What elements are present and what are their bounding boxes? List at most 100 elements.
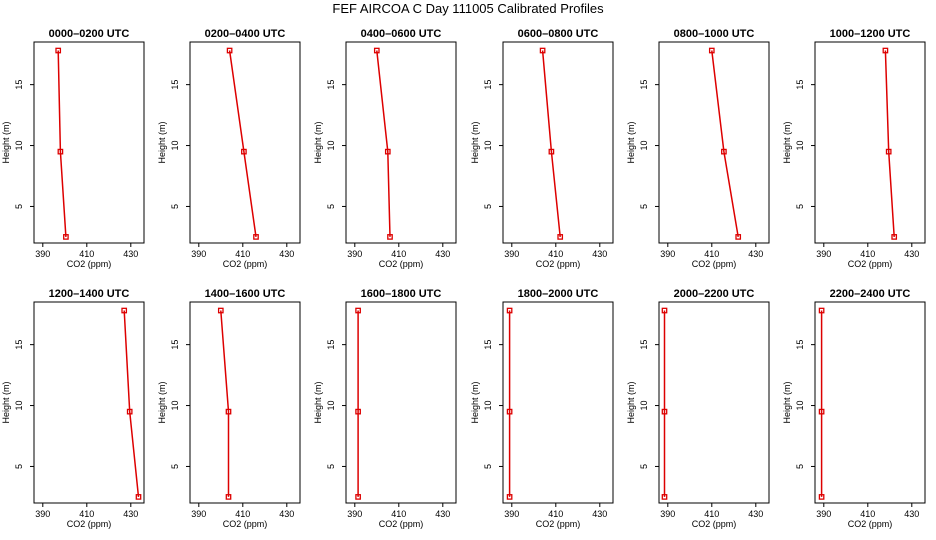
y-axis-label: Height (m): [1, 381, 11, 423]
y-tick-label: 5: [14, 464, 24, 469]
profile-point: [355, 494, 361, 500]
x-tick-label: 390: [816, 249, 831, 259]
y-tick-label: 15: [326, 340, 336, 350]
panel-title: 2200–2400 UTC: [830, 288, 911, 300]
profile-panel: 2200–2400 UTC 390 410 430 5 10 15 CO2 (ppm) Heig…: [782, 288, 926, 529]
panel-grid: 0000–0200 UTC 390 410 430 5 10 15 CO2 (ppm) Heig…: [1, 28, 926, 529]
x-tick-label: 390: [35, 249, 50, 259]
profile-line: [228, 50, 257, 238]
y-tick-label: 5: [483, 464, 493, 469]
y-tick-label: 5: [170, 464, 180, 469]
x-tick-label: 390: [347, 249, 362, 259]
x-tick-label: 430: [279, 509, 294, 519]
x-axis-label: CO2 (ppm): [379, 519, 424, 529]
profile-panel: 0000–0200 UTC 390 410 430 5 10 15 CO2 (ppm) Heig…: [1, 28, 145, 269]
x-tick-label: 390: [504, 509, 519, 519]
x-tick-label: 390: [347, 509, 362, 519]
y-tick-label: 15: [170, 80, 180, 90]
y-tick-label: 15: [14, 80, 24, 90]
y-tick-label: 5: [483, 204, 493, 209]
profile-point: [661, 494, 668, 500]
y-tick-label: 15: [483, 340, 493, 350]
plot-frame: [33, 41, 145, 244]
profile-line: [57, 50, 67, 237]
y-tick-label: 10: [639, 141, 649, 151]
y-tick-label: 10: [170, 401, 180, 411]
x-tick-label: 390: [35, 509, 50, 519]
y-tick-label: 5: [639, 464, 649, 469]
x-tick-label: 390: [504, 249, 519, 259]
y-tick-label: 5: [795, 204, 805, 209]
x-axis-label: CO2 (ppm): [223, 519, 268, 529]
y-axis-label: Height (m): [157, 121, 167, 163]
panel-title: 1200–1400 UTC: [49, 288, 130, 300]
profile-point: [506, 307, 513, 314]
profile-point: [384, 148, 391, 155]
y-tick-label: 10: [483, 141, 493, 151]
y-tick-label: 15: [170, 340, 180, 350]
y-tick-label: 5: [14, 204, 24, 209]
y-tick-label: 15: [639, 340, 649, 350]
plot-frame: [814, 301, 926, 504]
profile-point: [55, 47, 62, 54]
panel-title: 1600–1800 UTC: [361, 288, 442, 300]
plot-frame: [189, 301, 301, 504]
profile-point: [818, 307, 825, 314]
profile-point: [882, 47, 889, 54]
x-tick-label: 410: [704, 249, 719, 259]
x-tick-label: 390: [191, 509, 206, 519]
profile-line: [711, 50, 739, 238]
x-axis-label: CO2 (ppm): [692, 519, 737, 529]
profile-point: [557, 234, 564, 240]
profile-point: [661, 307, 668, 314]
profile-point: [226, 47, 233, 54]
x-tick-label: 430: [435, 509, 450, 519]
panel-title: 0600–0800 UTC: [518, 28, 599, 40]
x-tick-label: 390: [816, 509, 831, 519]
y-tick-label: 10: [326, 141, 336, 151]
profile-point: [735, 234, 742, 240]
plot-frame: [189, 41, 301, 244]
x-tick-label: 430: [435, 249, 450, 259]
y-tick-label: 10: [483, 401, 493, 411]
x-axis-label: CO2 (ppm): [536, 519, 581, 529]
profile-point: [818, 494, 825, 500]
y-tick-label: 15: [795, 340, 805, 350]
y-axis-label: Height (m): [313, 121, 323, 163]
y-tick-label: 5: [795, 464, 805, 469]
profile-line: [376, 50, 391, 237]
y-axis-label: Height (m): [470, 381, 480, 423]
x-tick-label: 430: [748, 509, 763, 519]
x-tick-label: 430: [592, 509, 607, 519]
y-axis-label: Height (m): [470, 121, 480, 163]
y-tick-label: 10: [795, 141, 805, 151]
profile-line: [884, 50, 895, 237]
x-tick-label: 410: [391, 509, 406, 519]
x-axis-label: CO2 (ppm): [67, 519, 112, 529]
profile-panel: 0400–0600 UTC 390 410 430 5 10 15 CO2 (ppm) Heig…: [313, 28, 457, 269]
profile-line: [541, 50, 561, 237]
profile-panel: 0200–0400 UTC 390 410 430 5 10 15 CO2 (ppm) Heig…: [157, 28, 301, 269]
plot-frame: [814, 41, 926, 244]
figure-title: FEF AIRCOA C Day 111005 Calibrated Profi…: [332, 1, 604, 16]
panel-title: 0000–0200 UTC: [49, 28, 130, 40]
x-tick-label: 390: [660, 249, 675, 259]
x-tick-label: 410: [391, 249, 406, 259]
profile-point: [387, 234, 393, 240]
y-tick-label: 5: [326, 464, 336, 469]
profile-point: [135, 494, 142, 500]
profile-point: [891, 234, 898, 240]
profile-point: [225, 494, 232, 500]
panel-title: 1800–2000 UTC: [518, 288, 599, 300]
y-axis-label: Height (m): [782, 121, 792, 163]
plot-frame: [33, 301, 145, 504]
profile-point: [885, 148, 892, 155]
profile-panel: 2000–2200 UTC 390 410 430 5 10 15 CO2 (ppm) Heig…: [626, 288, 770, 529]
x-axis-label: CO2 (ppm): [379, 259, 424, 269]
y-tick-label: 15: [326, 80, 336, 90]
panel-title: 0800–1000 UTC: [674, 28, 755, 40]
plot-frame: [345, 301, 457, 504]
x-tick-label: 390: [660, 509, 675, 519]
profile-point: [818, 408, 825, 415]
